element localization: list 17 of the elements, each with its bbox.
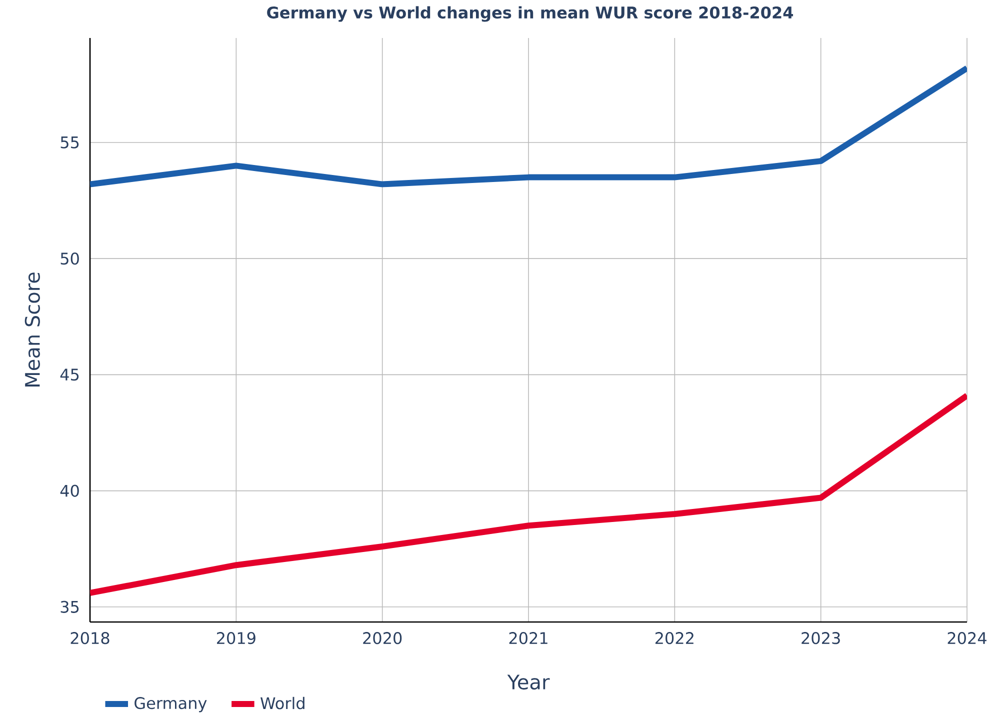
x-axis-title: Year <box>507 674 550 690</box>
y-tick-label: 45 <box>60 368 79 381</box>
x-tick-label: 2023 <box>802 632 840 644</box>
x-tick-label: 2021 <box>509 632 548 644</box>
y-tick-label: 35 <box>60 600 79 613</box>
legend-label: Germany <box>134 697 207 712</box>
x-tick-label: 2020 <box>363 632 402 644</box>
y-tick-label: 50 <box>60 252 79 265</box>
chart-title: Germany vs World changes in mean WUR score 2018-2024 <box>267 6 794 22</box>
y-axis-title: Mean Score <box>24 272 40 386</box>
y-tick-label: 55 <box>60 136 79 148</box>
x-tick-label: 2024 <box>948 632 986 644</box>
x-tick-label: 2018 <box>70 632 110 644</box>
x-tick-label: 2019 <box>216 632 256 644</box>
y-tick-label: 40 <box>60 484 79 497</box>
legend-label: World <box>260 696 304 710</box>
x-tick-label: 2022 <box>655 632 694 644</box>
